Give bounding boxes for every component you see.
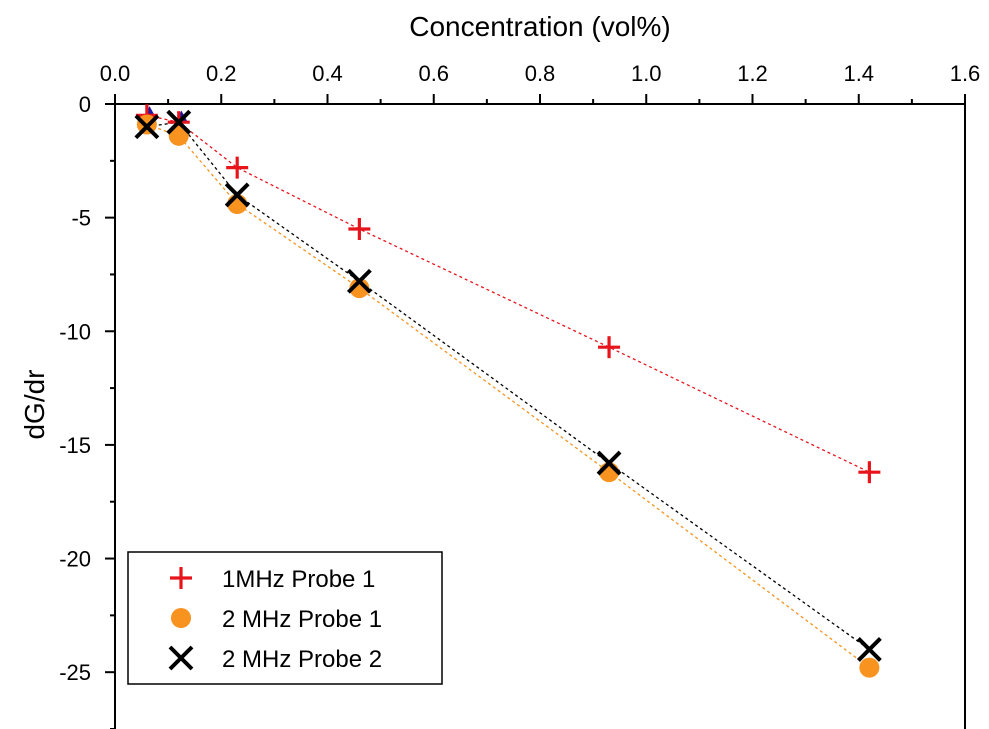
x-tick-label: 1.6 bbox=[950, 61, 981, 86]
data-point-series-3 bbox=[346, 268, 372, 294]
legend-label-1: 1MHz Probe 1 bbox=[222, 566, 375, 593]
data-point-series-3 bbox=[856, 637, 882, 662]
data-point-series-2 bbox=[349, 278, 370, 299]
y-tick-label: -5 bbox=[71, 206, 91, 231]
legend-marker-1 bbox=[170, 567, 192, 589]
legend-label-3: 2 MHz Probe 2 bbox=[222, 646, 382, 673]
x-tick-label: 0.4 bbox=[312, 61, 343, 86]
x-tick-label: 1.2 bbox=[737, 61, 768, 86]
data-point-series-1 bbox=[348, 218, 371, 240]
data-point-series-2 bbox=[859, 657, 880, 678]
x-tick-label: 0.8 bbox=[525, 61, 556, 86]
y-tick-label: -20 bbox=[59, 547, 91, 572]
data-point-series-3 bbox=[596, 450, 622, 476]
x-tick-label: 0.2 bbox=[206, 61, 237, 86]
legend-label-2: 2 MHz Probe 1 bbox=[222, 606, 382, 633]
series-points bbox=[134, 104, 882, 678]
data-point-series-3 bbox=[166, 109, 192, 135]
y-tick-label: -15 bbox=[59, 433, 91, 458]
data-point-series-3 bbox=[224, 182, 250, 208]
data-point-series-1 bbox=[598, 336, 621, 359]
x-tick-label: 1.0 bbox=[631, 61, 662, 86]
x-tick-label: 0.0 bbox=[100, 61, 131, 86]
data-point-series-1 bbox=[858, 461, 881, 484]
series-line-1 bbox=[146, 114, 870, 473]
legend: 1MHz Probe 1 2 MHz Probe 1 2 MHz Probe 2 bbox=[127, 551, 443, 685]
x-tick-label: 1.4 bbox=[843, 61, 874, 86]
x-tick-label: 0.6 bbox=[418, 61, 449, 86]
series-line-2 bbox=[146, 123, 870, 669]
y-tick-label: -25 bbox=[59, 660, 91, 685]
data-point-series-2 bbox=[168, 125, 189, 146]
x-axis-ticks: 0.0 0.2 0.4 0.6 0.8 1.0 1.2 1.4 1.6 bbox=[100, 61, 981, 104]
legend-marker-3 bbox=[168, 645, 194, 671]
y-tick-label: -10 bbox=[59, 319, 91, 344]
x-axis-title: Concentration (vol%) bbox=[409, 11, 670, 42]
y-axis-title: dG/dr bbox=[19, 369, 50, 439]
data-point-series-1 bbox=[226, 156, 249, 179]
data-point-series-3 bbox=[134, 114, 160, 140]
legend-marker-2 bbox=[171, 608, 191, 628]
y-tick-label: 0 bbox=[79, 92, 91, 117]
y-axis-ticks: 0 -5 -10 -15 -20 -25 bbox=[59, 92, 115, 729]
